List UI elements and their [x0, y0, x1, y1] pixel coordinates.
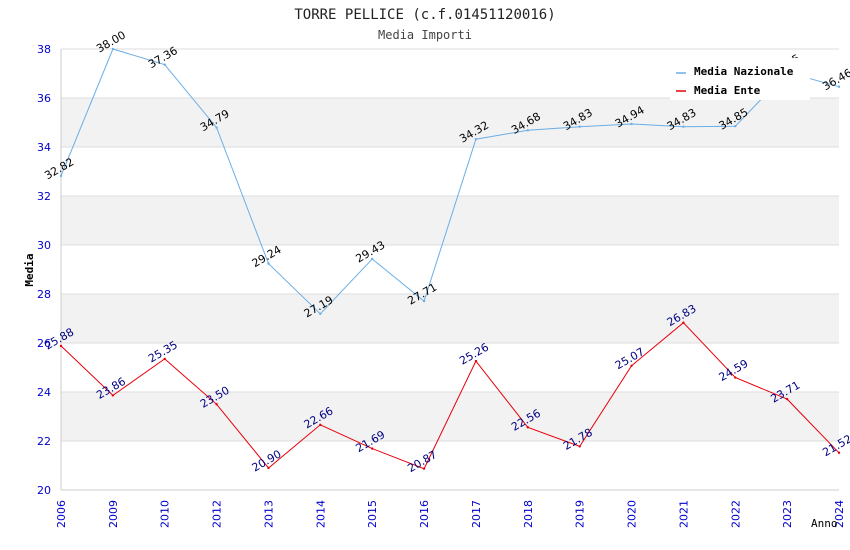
- grid-band: [61, 147, 839, 196]
- axes: [60, 49, 839, 491]
- legend-label-media-ente: Media Ente: [694, 84, 761, 97]
- data-point: [578, 125, 581, 128]
- data-point: [837, 451, 841, 454]
- data-point: [215, 403, 218, 406]
- data-point: [837, 85, 841, 88]
- data-point: [371, 447, 374, 450]
- grid-band: [61, 343, 839, 392]
- x-tick-label: 2013: [262, 500, 275, 528]
- x-tick-label: 2010: [159, 500, 172, 528]
- data-point: [422, 299, 426, 303]
- data-point: [578, 445, 581, 448]
- x-tick-label: 2024: [833, 500, 846, 528]
- legend: Media Nazionale Media Ente: [670, 58, 810, 100]
- data-point: [630, 364, 633, 367]
- data-point: [371, 257, 374, 261]
- x-tick-label: 2016: [418, 500, 431, 528]
- data-point: [526, 426, 529, 429]
- y-tick-label: 24: [37, 386, 51, 399]
- data-point: [215, 126, 218, 129]
- y-tick-label: 22: [37, 435, 51, 448]
- grid-band: [61, 294, 839, 343]
- data-point: [267, 466, 270, 470]
- data-point: [474, 359, 478, 363]
- data-point: [267, 262, 270, 265]
- x-tick-label: 2022: [729, 500, 742, 528]
- grid-band: [61, 392, 839, 441]
- legend-box: [670, 58, 810, 100]
- data-point: [785, 397, 789, 401]
- y-tick-label: 32: [37, 190, 51, 203]
- x-tick-label: 2017: [470, 500, 483, 528]
- data-point: [59, 174, 63, 178]
- x-tick-label: 2006: [55, 500, 68, 528]
- y-tick-label: 26: [37, 337, 51, 350]
- y-tick-label: 30: [37, 239, 51, 252]
- x-tick-label: 2015: [366, 500, 379, 528]
- x-tick-label: 2020: [626, 500, 639, 528]
- x-axis-label: Anno: [811, 517, 838, 530]
- data-point: [319, 312, 322, 316]
- y-tick-label: 34: [37, 141, 51, 154]
- chart-subtitle: Media Importi: [378, 28, 472, 42]
- data-point: [526, 129, 529, 132]
- data-point: [163, 63, 166, 66]
- x-tick-label: 2018: [522, 500, 535, 528]
- chart-title: TORRE PELLICE (c.f.01451120016): [294, 7, 555, 23]
- y-tick-label: 20: [37, 484, 51, 497]
- data-point: [59, 344, 63, 348]
- data-point: [474, 137, 478, 141]
- x-tick-label: 2009: [107, 500, 120, 528]
- data-point: [734, 124, 737, 128]
- grid-band: [61, 98, 839, 147]
- x-ticks: 2006 2009 2010 2012 2013 2014 2015 2016 2017 2018…: [55, 500, 846, 528]
- grid-band: [61, 441, 839, 490]
- data-point: [111, 47, 115, 51]
- data-point: [163, 357, 166, 361]
- y-tick-label: 28: [37, 288, 51, 301]
- x-tick-label: 2021: [677, 500, 690, 528]
- grid-bands: [61, 49, 839, 490]
- data-point: [682, 125, 685, 128]
- y-ticks: 20 22 24 26 28 30 32 34 36 38: [37, 43, 51, 497]
- x-tick-label: 2014: [314, 500, 327, 528]
- series-layer: [59, 47, 841, 470]
- data-point: [111, 394, 115, 397]
- y-tick-label: 38: [37, 43, 51, 56]
- data-point: [422, 467, 426, 470]
- series-line-media-nazionale: [60, 48, 840, 315]
- grid-band: [61, 245, 839, 294]
- y-tick-label: 36: [37, 92, 51, 105]
- y-axis-label: Media: [23, 253, 36, 286]
- x-tick-label: 2019: [574, 500, 587, 528]
- x-tick-label: 2023: [781, 500, 794, 528]
- data-point: [630, 122, 633, 126]
- data-point: [734, 376, 737, 379]
- data-point: [319, 423, 322, 427]
- x-tick-label: 2012: [211, 500, 224, 528]
- series-line-media-ente: [60, 322, 840, 470]
- data-point: [682, 321, 685, 324]
- legend-label-media-nazionale: Media Nazionale: [694, 65, 794, 78]
